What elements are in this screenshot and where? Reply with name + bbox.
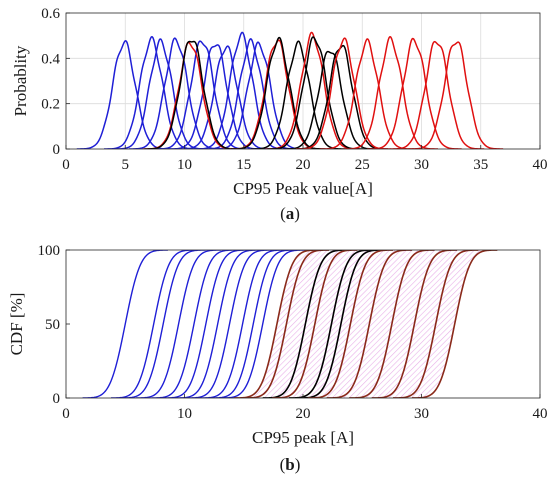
- pdf-curve-red: [389, 40, 485, 149]
- x-axis-label-a: CP95 Peak value[A]: [233, 179, 373, 198]
- cdf-curve-brown: [243, 250, 330, 398]
- x-tick-label: 20: [296, 157, 311, 173]
- series-group-a: [76, 31, 504, 149]
- x-tick-label: 40: [533, 157, 548, 173]
- x-tick-label: 25: [355, 157, 370, 173]
- x-tick-label: 15: [236, 157, 251, 173]
- pdf-curve-black: [267, 36, 363, 149]
- cdf-curve-brown: [412, 250, 498, 398]
- cdf-curve-brown: [326, 250, 413, 398]
- panel-label-a: (a): [280, 204, 300, 223]
- panel-letter-a: a: [286, 204, 295, 223]
- pdf-curve-red: [343, 35, 438, 149]
- y-tick-label: 0.4: [41, 51, 60, 67]
- cdf-curve-blue: [135, 250, 222, 398]
- cdf-curve-blue: [175, 250, 261, 398]
- y-tick-label: 0: [53, 391, 61, 407]
- ticks-b: 0 10 20 30 40 0 50 100: [38, 243, 548, 422]
- x-tick-label: 0: [62, 406, 70, 422]
- y-tick-label: 100: [38, 243, 61, 259]
- x-tick-label: 5: [122, 157, 130, 173]
- pdf-curve-red: [296, 37, 391, 149]
- pdf-curve-red: [265, 31, 360, 149]
- cdf-curve-blue: [111, 250, 197, 398]
- cdf-curve-blue: [186, 250, 273, 398]
- x-tick-label: 35: [473, 157, 488, 173]
- hatch-layer-b: [234, 250, 498, 398]
- cdf-curve-blue: [163, 250, 249, 398]
- panel-letter-b: b: [285, 455, 294, 474]
- x-tick-label: 10: [177, 406, 192, 422]
- cdf-curve-blue: [210, 250, 296, 398]
- cdf-curve-brown: [349, 250, 435, 398]
- pdf-curve-red: [367, 37, 462, 149]
- cdf-curve-blue: [151, 250, 237, 398]
- pdf-curve-blue: [178, 45, 274, 149]
- pdf-curve-blue: [128, 37, 224, 149]
- cdf-curve-brown: [371, 250, 458, 398]
- x-tick-label: 10: [177, 157, 192, 173]
- panel-b: 0 10 20 30 40 0 50 100 CP95 peak [A] CDF [%] (b…: [7, 243, 548, 474]
- pdf-curve-blue: [76, 40, 172, 149]
- x-axis-label-b: CP95 peak [A]: [252, 428, 354, 447]
- pdf-curve-blue: [194, 31, 289, 149]
- x-tick-label: 30: [414, 406, 429, 422]
- cdf-curve-black: [298, 250, 384, 398]
- y-axis-label-a: Probablity: [11, 45, 30, 116]
- panel-a: 0 5 10 15 20 25 30 35 40 0 0.2 0.4 0.6 CP95 Peak val…: [11, 6, 548, 223]
- pdf-curve-red: [319, 38, 415, 149]
- pdf-curve-black: [282, 50, 378, 149]
- cdf-curve-brown: [307, 250, 394, 398]
- y-tick-label: 0: [53, 142, 61, 158]
- cdf-curve-blue: [120, 250, 206, 398]
- pdf-curve-blue: [154, 40, 250, 149]
- pdf-curve-blue: [113, 38, 209, 149]
- pdf-curve-black: [250, 40, 346, 149]
- y-tick-label: 0.6: [41, 6, 60, 22]
- cdf-curve-blue: [220, 250, 306, 398]
- x-tick-label: 30: [414, 157, 429, 173]
- cdf-curve-brown: [272, 250, 358, 398]
- hatched-band: [234, 250, 498, 398]
- ticks-a: 0 5 10 15 20 25 30 35 40 0 0.2 0.4 0.6: [41, 6, 547, 173]
- x-tick-label: 40: [533, 406, 548, 422]
- y-tick-label: 0.2: [41, 97, 60, 113]
- cdf-curve-blue: [199, 250, 286, 398]
- pdf-curve-blue: [211, 41, 307, 149]
- cdf-curve-brown: [234, 250, 320, 398]
- y-tick-label: 50: [45, 317, 60, 333]
- x-tick-label: 0: [62, 157, 70, 173]
- pdf-curve-black: [144, 40, 239, 149]
- cdf-curve-black: [262, 250, 349, 398]
- cdf-curve-brown: [393, 250, 479, 398]
- x-tick-label: 20: [296, 406, 311, 422]
- y-axis-label-b: CDF [%]: [7, 293, 26, 356]
- cdf-curve-blue: [82, 250, 168, 398]
- panel-label-b: (b): [280, 455, 301, 474]
- pdf-curve-red: [408, 41, 504, 149]
